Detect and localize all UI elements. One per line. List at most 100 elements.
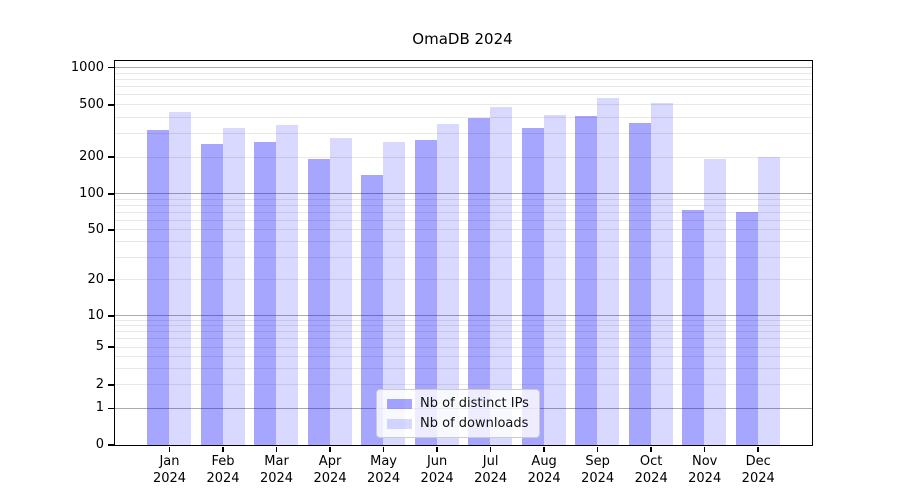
x-tick-label-year: 2024 xyxy=(634,471,668,486)
bar-feb-downloads xyxy=(222,127,245,445)
bar-apr-distinct-ips xyxy=(307,159,330,445)
x-tick-oct xyxy=(650,447,652,452)
y-tick-500 xyxy=(108,104,114,106)
bar-jan-downloads xyxy=(169,111,191,445)
x-tick-apr xyxy=(329,447,331,452)
x-tick-label-apr: Apr 2024 xyxy=(300,453,360,487)
bar-may-distinct-ips xyxy=(361,175,384,445)
y-tick-2 xyxy=(108,384,114,386)
gridline-minor-300 xyxy=(115,133,812,135)
gridline-minor-900 xyxy=(115,72,812,74)
y-tick-10 xyxy=(108,315,114,317)
plot-area: Nb of distinct IPs Nb of downloads xyxy=(114,60,813,446)
bar-oct-downloads xyxy=(650,103,673,445)
y-tick-5 xyxy=(108,346,114,348)
gridline-minor-800 xyxy=(115,79,812,80)
legend-swatch-downloads xyxy=(387,418,412,429)
x-tick-label-oct: Oct 2024 xyxy=(621,453,681,487)
x-tick-label-year: 2024 xyxy=(206,471,240,486)
bar-oct-distinct-ips xyxy=(628,123,651,445)
gridline-minor-400 xyxy=(115,117,812,118)
bar-jun-downloads xyxy=(436,123,459,445)
y-tick-label-100: 100 xyxy=(79,185,104,201)
x-tick-label-mar: Mar 2024 xyxy=(247,453,307,487)
gridlines-layer xyxy=(115,61,812,445)
bar-apr-downloads xyxy=(329,138,352,445)
gridline-minor-40 xyxy=(115,241,812,243)
gridline-major-10 xyxy=(115,315,812,317)
x-tick-label-sep: Sep 2024 xyxy=(568,453,628,487)
x-tick-jan xyxy=(168,447,171,452)
gridline-minor-7 xyxy=(115,331,812,333)
bar-aug-distinct-ips xyxy=(521,127,544,445)
x-tick-sep xyxy=(596,447,599,452)
bar-mar-distinct-ips xyxy=(254,141,277,445)
y-tick-label-20: 20 xyxy=(87,271,104,287)
legend: Nb of distinct IPs Nb of downloads xyxy=(376,389,540,438)
legend-item-downloads: Nb of downloads xyxy=(387,416,529,431)
gridline-minor-90 xyxy=(115,198,812,200)
y-tick-label-1: 1 xyxy=(95,400,104,416)
gridline-minor-8 xyxy=(115,325,812,327)
bars-layer xyxy=(115,61,812,445)
gridline-minor-6 xyxy=(115,338,812,340)
y-tick-label-1000: 1000 xyxy=(70,59,104,75)
x-tick-label-year: 2024 xyxy=(581,471,615,486)
gridline-major-100 xyxy=(115,193,812,195)
gridline-minor-200 xyxy=(115,156,812,158)
bar-jul-distinct-ips xyxy=(468,118,491,445)
x-tick-label-year: 2024 xyxy=(527,471,561,486)
bar-sep-downloads xyxy=(597,98,620,445)
bar-may-downloads xyxy=(383,141,406,445)
x-tick-label-year: 2024 xyxy=(741,471,775,486)
legend-swatch-distinct-ips xyxy=(387,398,412,409)
gridline-minor-30 xyxy=(115,257,812,259)
chart-title: OmaDB 2024 xyxy=(412,30,513,48)
gridline-minor-60 xyxy=(115,219,812,221)
y-tick-label-5: 5 xyxy=(95,339,104,355)
bar-dec-distinct-ips xyxy=(735,211,758,445)
x-tick-jun xyxy=(436,447,438,452)
y-tick-100 xyxy=(108,193,114,195)
x-tick-label-jun: Jun 2024 xyxy=(407,453,467,487)
bar-nov-downloads xyxy=(704,159,727,445)
gridline-major-1000 xyxy=(115,67,812,68)
bar-dec-downloads xyxy=(757,156,780,445)
gridline-minor-20 xyxy=(115,279,812,281)
y-tick-label-500: 500 xyxy=(79,96,104,112)
x-tick-label-jul: Jul 2024 xyxy=(461,453,521,487)
y-tick-20 xyxy=(108,279,114,281)
legend-label-distinct-ips: Nb of distinct IPs xyxy=(420,396,529,411)
gridline-minor-600 xyxy=(115,94,812,96)
x-tick-label-jan: Jan 2024 xyxy=(140,453,200,487)
bar-nov-distinct-ips xyxy=(682,209,705,445)
bar-aug-downloads xyxy=(543,114,566,445)
y-tick-label-50: 50 xyxy=(87,221,104,237)
x-tick-feb xyxy=(222,447,224,452)
x-tick-label-nov: Nov 2024 xyxy=(675,453,735,487)
x-tick-label-dec: Dec 2024 xyxy=(728,453,788,487)
bar-jun-distinct-ips xyxy=(414,140,437,445)
gridline-minor-4 xyxy=(115,355,812,357)
legend-item-distinct-ips: Nb of distinct IPs xyxy=(387,396,529,411)
legend-label-downloads: Nb of downloads xyxy=(420,416,529,431)
y-tick-label-10: 10 xyxy=(87,307,104,323)
y-tick-1 xyxy=(108,407,114,410)
x-tick-label-aug: Aug 2024 xyxy=(514,453,574,487)
x-tick-label-may: May 2024 xyxy=(354,453,414,487)
y-tick-200 xyxy=(108,156,114,158)
x-tick-nov xyxy=(703,447,706,452)
bar-jan-distinct-ips xyxy=(147,129,169,445)
x-tick-jul xyxy=(489,447,492,452)
x-tick-label-year: 2024 xyxy=(420,471,454,486)
x-tick-label-year: 2024 xyxy=(313,471,347,486)
y-tick-0 xyxy=(108,444,114,446)
bar-mar-downloads xyxy=(276,124,299,445)
y-tick-50 xyxy=(108,229,114,231)
gridline-minor-80 xyxy=(115,204,812,206)
gridline-minor-3 xyxy=(115,367,812,369)
gridline-minor-700 xyxy=(115,86,812,88)
x-tick-label-year: 2024 xyxy=(367,471,401,486)
y-tick-label-2: 2 xyxy=(95,376,104,392)
